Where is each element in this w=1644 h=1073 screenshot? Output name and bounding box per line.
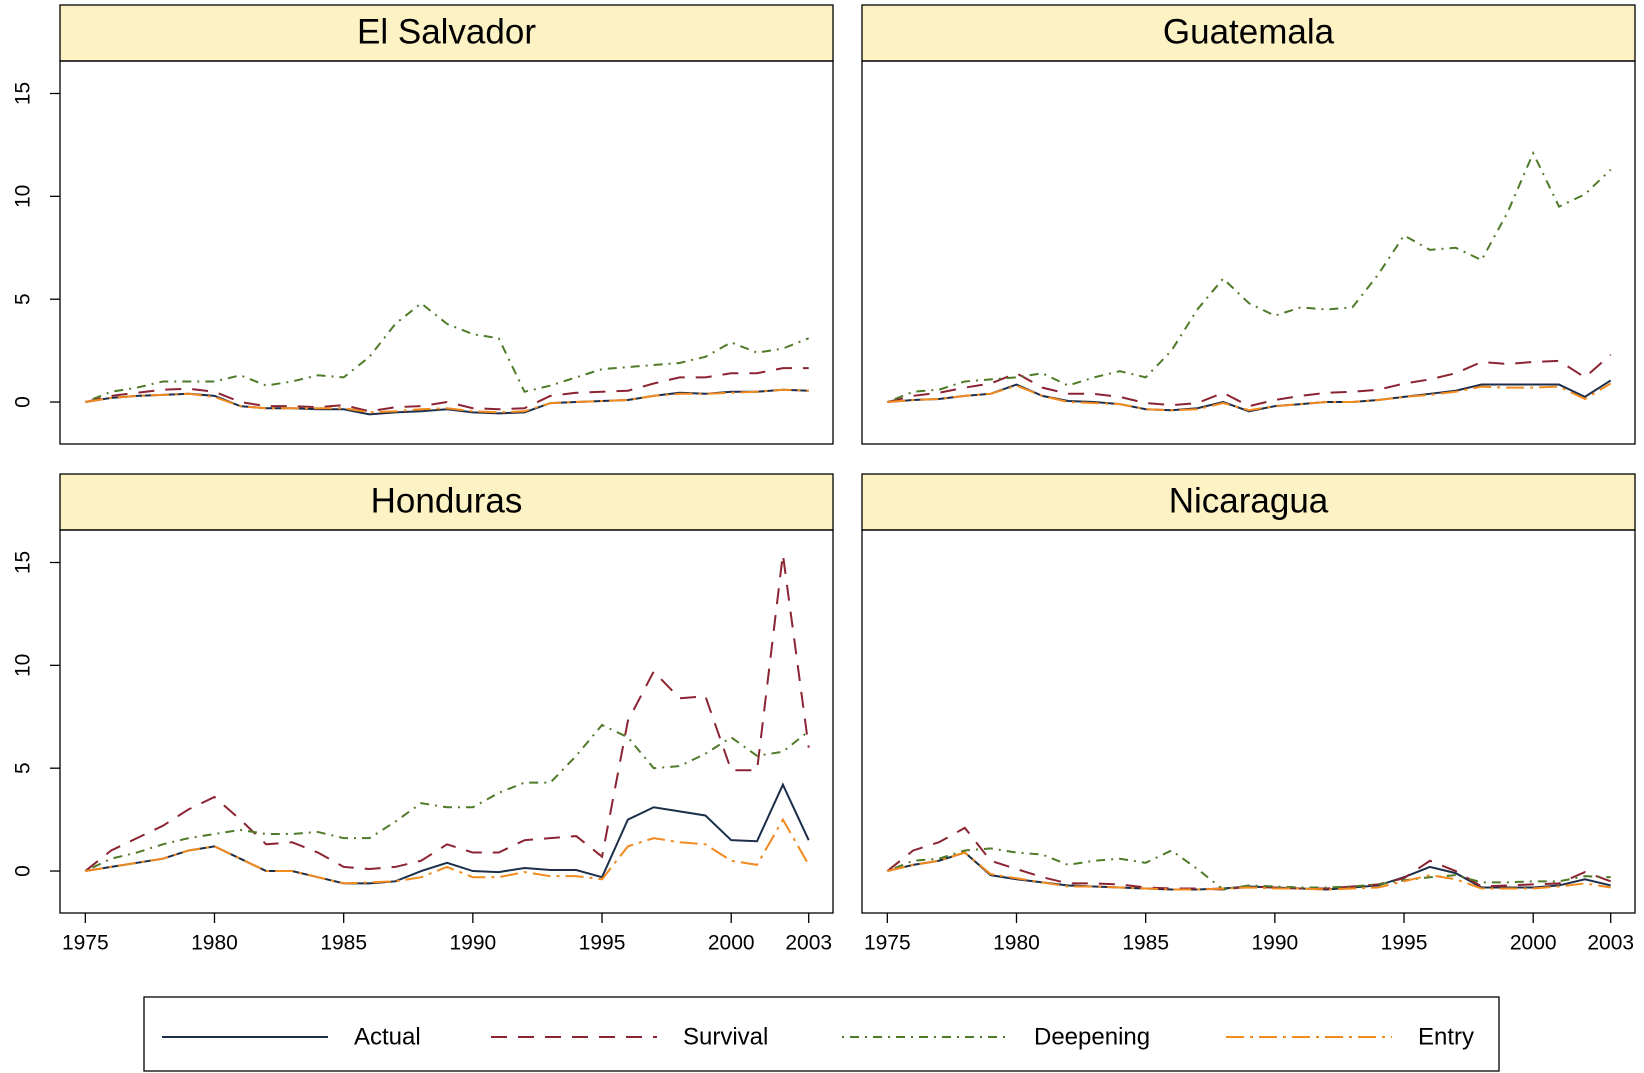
- plot-frame: [59, 60, 834, 445]
- x-tick-label: 2000: [1510, 932, 1557, 955]
- y-tick-label: 0: [12, 396, 35, 408]
- x-tick-label: 1995: [1381, 932, 1428, 955]
- x-tick-label: 1985: [1122, 932, 1169, 955]
- series-line: [887, 382, 1612, 412]
- x-tick-label: 2000: [708, 932, 755, 955]
- y-tick-label: 10: [12, 185, 35, 208]
- x-tick-label: 1990: [449, 932, 496, 955]
- y-tick-label: 15: [12, 551, 35, 574]
- panel-title: Honduras: [371, 481, 523, 520]
- x-tick-label: 1985: [320, 932, 367, 955]
- series-line: [85, 817, 810, 885]
- series-line: [85, 367, 809, 413]
- plot-frame: [861, 529, 1636, 914]
- series-line: [886, 826, 1612, 891]
- y-tick-label: 15: [12, 82, 35, 105]
- series-line: [887, 379, 1612, 413]
- x-tick-label: 1980: [993, 932, 1040, 955]
- y-tick-label: 0: [12, 865, 35, 877]
- series-line: [84, 302, 810, 403]
- series-line: [85, 782, 810, 885]
- series-line: [887, 353, 1612, 408]
- x-tick-label: 1990: [1251, 932, 1298, 955]
- series-line: [85, 388, 809, 414]
- strip: [59, 4, 834, 62]
- legend-box: [143, 996, 1500, 1072]
- x-tick-label: 2003: [785, 932, 832, 955]
- x-tick-label: 1980: [191, 932, 238, 955]
- legend-label: Actual: [354, 1023, 421, 1050]
- x-tick-label: 1975: [864, 932, 911, 955]
- panel-title: Guatemala: [1163, 12, 1335, 51]
- legend-label: Survival: [683, 1023, 768, 1050]
- series-line: [887, 851, 1611, 891]
- strip: [59, 473, 834, 531]
- series-line: [84, 554, 810, 872]
- y-tick-label: 10: [12, 654, 35, 677]
- legend-label: Entry: [1418, 1023, 1474, 1050]
- x-tick-label: 2003: [1587, 932, 1634, 955]
- panel-title: Nicaragua: [1169, 481, 1329, 520]
- plot-frame: [59, 529, 834, 914]
- series-line: [886, 150, 1612, 403]
- y-tick-label: 5: [12, 293, 35, 305]
- legend-label: Deepening: [1034, 1023, 1150, 1050]
- y-tick-label: 5: [12, 762, 35, 774]
- plot-frame: [861, 60, 1636, 445]
- series-line: [84, 723, 810, 872]
- x-tick-label: 1995: [579, 932, 626, 955]
- x-tick-label: 1975: [62, 932, 109, 955]
- series-line: [887, 851, 1611, 891]
- panel-title: El Salvador: [357, 12, 536, 51]
- series-line: [886, 847, 1611, 891]
